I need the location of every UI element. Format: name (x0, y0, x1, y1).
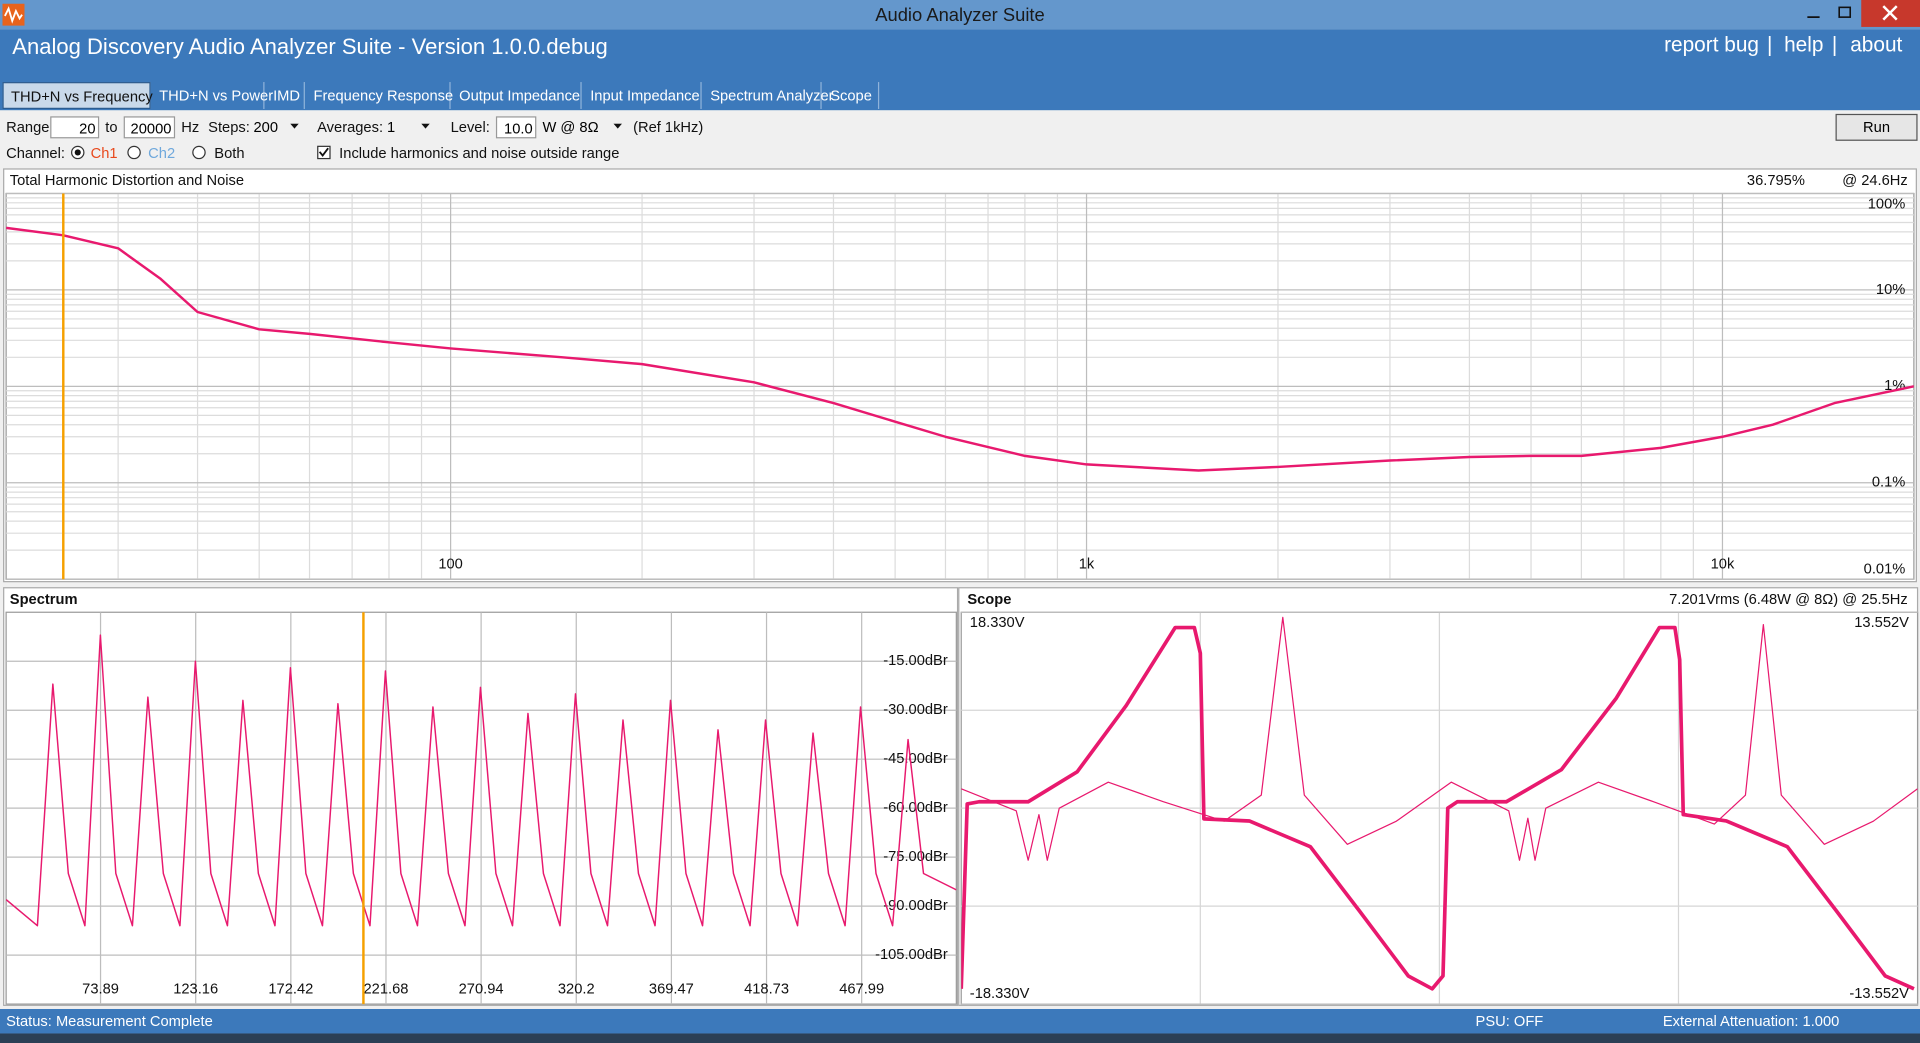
range-label: Range: (6, 118, 54, 136)
y-tick-label: -105.00dBr (875, 947, 948, 963)
x-tick-label: 172.42 (268, 981, 313, 997)
x-tick-label: 73.89 (82, 981, 119, 997)
dropdown-arrow[interactable] (613, 123, 623, 130)
y-tick-label: 10% (1876, 282, 1905, 298)
x-tick-label: 270.94 (459, 981, 504, 997)
x-tick-label: 1k (1079, 556, 1095, 572)
y-tick-label: 100% (1868, 196, 1906, 212)
taskbar (0, 1033, 1920, 1043)
dropdown-arrow[interactable] (290, 123, 300, 130)
status-bar (0, 1008, 1920, 1034)
run-button[interactable]: Run (1835, 113, 1918, 141)
tab[interactable]: Scope (823, 82, 880, 109)
about-link[interactable]: about (1850, 33, 1903, 57)
tab[interactable]: Output Impedance (452, 82, 582, 109)
y-tick-label: 18.330V (970, 615, 1025, 631)
readout-frequency: @ 24.6Hz (1842, 173, 1908, 189)
psu-status: PSU: OFF (1475, 1012, 1544, 1030)
ref-label: (Ref 1kHz) (633, 118, 704, 136)
chart-title: Total Harmonic Distortion and Noise (10, 173, 244, 189)
title-bar (0, 0, 1920, 30)
y-tick-label: -90.00dBr (883, 898, 948, 914)
ch1-radio[interactable] (71, 145, 85, 160)
data-line (6, 226, 1914, 472)
level-label: Level: (450, 118, 490, 136)
y-tick-label: -13.552V (1849, 986, 1909, 1002)
tab[interactable]: Input Impedance (583, 82, 702, 109)
range-to-input[interactable]: 20000 (123, 116, 176, 139)
data-line (961, 616, 1918, 861)
y-tick-label: 0.01% (1864, 561, 1906, 577)
averages-label: Averages: (317, 118, 384, 136)
include-label[interactable]: Include harmonics and noise outside rang… (339, 144, 620, 162)
steps-label: Steps: (208, 118, 250, 136)
y-tick-label: -45.00dBr (883, 751, 948, 767)
app-icon (2, 3, 25, 26)
include-checkbox[interactable] (317, 145, 331, 160)
dropdown-arrow[interactable] (421, 123, 431, 130)
hz-label: Hz (181, 118, 200, 136)
x-tick-label: 320.2 (558, 981, 595, 997)
level-input[interactable]: 10.0 (495, 116, 537, 139)
chart-title: Spectrum (10, 592, 78, 608)
x-tick-label: 123.16 (173, 981, 218, 997)
channel-label: Channel: (6, 144, 65, 162)
x-tick-label: 369.47 (649, 981, 694, 997)
readout: 7.201Vrms (6.48W @ 8Ω) @ 25.5Hz (1669, 592, 1908, 608)
attenuation-status: External Attenuation: 1.000 (1662, 1012, 1840, 1030)
chart-title: Scope (967, 592, 1011, 608)
steps-dropdown[interactable]: 200 (253, 118, 278, 136)
y-tick-label: 0.1% (1872, 475, 1905, 491)
window-controls[interactable] (1798, 0, 1920, 29)
chart-2: 18.330V -18.330V 13.552V -13.552V Scope 7.201… (960, 592, 1919, 1005)
chart-1: 73.89 123.16 172.42 221.68 270.94 320.2 369.47… (5, 592, 957, 1005)
ch2-label[interactable]: Ch2 (148, 144, 176, 162)
app-title: Analog Discovery Audio Analyzer Suite - … (12, 34, 608, 59)
y-tick-label: -15.00dBr (883, 653, 948, 669)
readout-value: 36.795% (1747, 173, 1805, 189)
both-label[interactable]: Both (214, 144, 245, 162)
tab[interactable]: Frequency Response (306, 82, 453, 109)
y-tick-label: -75.00dBr (883, 849, 948, 865)
x-tick-label: 221.68 (364, 981, 409, 997)
app-header (0, 29, 1920, 111)
x-tick-label: 10k (1711, 556, 1735, 572)
x-tick-label: 100 (438, 556, 463, 572)
ch2-radio[interactable] (127, 145, 141, 160)
y-tick-label: 13.552V (1854, 615, 1909, 631)
ch1-label[interactable]: Ch1 (90, 144, 118, 162)
level-unit-dropdown[interactable]: W @ 8Ω (542, 118, 599, 136)
report-bug-link[interactable]: report bug (1664, 33, 1759, 57)
tab[interactable]: THD+N vs Power (152, 82, 273, 109)
check-mark (318, 147, 329, 157)
x-tick-label: 418.73 (744, 981, 789, 997)
status-message: Status: Measurement Complete (6, 1012, 213, 1030)
tab[interactable]: Spectrum Analyzer (703, 82, 834, 109)
link-separator: | (1831, 33, 1838, 57)
to-label: to (105, 118, 118, 136)
y-tick-label: -18.330V (970, 986, 1030, 1002)
help-link[interactable]: help (1784, 33, 1824, 57)
window-title: Audio Analyzer Suite (875, 4, 1045, 26)
x-tick-label: 467.99 (839, 981, 884, 997)
tab[interactable]: IMD (266, 82, 305, 109)
link-separator: | (1766, 33, 1773, 57)
averages-dropdown[interactable]: 1 (386, 118, 396, 136)
y-tick-label: -30.00dBr (883, 702, 948, 718)
both-radio[interactable] (192, 145, 206, 160)
data-line (6, 634, 957, 927)
range-from-input[interactable]: 20 (50, 116, 100, 139)
tab[interactable]: THD+N vs Frequency (2, 82, 153, 109)
